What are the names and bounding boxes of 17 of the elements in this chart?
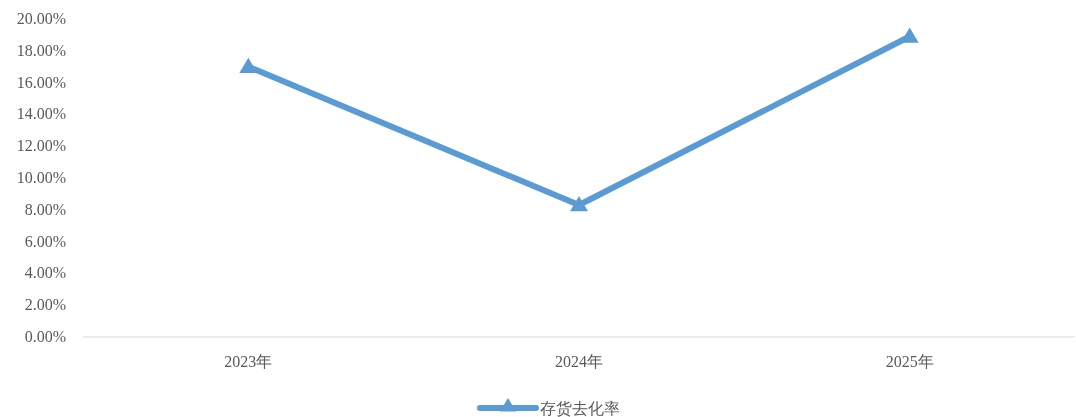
y-tick-label: 12.00% [16, 137, 66, 155]
y-tick-label: 0.00% [24, 328, 66, 345]
y-tick-label: 16.00% [16, 73, 66, 91]
x-tick-label: 2023年 [224, 353, 273, 370]
y-tick-label: 18.00% [16, 41, 66, 59]
legend-label: 存货去化率 [540, 400, 620, 417]
x-tick-label: 2025年 [885, 353, 934, 370]
point [570, 196, 588, 212]
y-tick-label: 20.00% [16, 10, 66, 27]
x-tick-label: 2024年 [555, 353, 603, 370]
y-tick-label: 14.00% [16, 105, 66, 123]
y-tick-label: 10.00% [16, 169, 66, 186]
point [239, 57, 258, 73]
y-tick-label: 2.00% [24, 296, 66, 314]
y-tick-label: 4.00% [24, 264, 66, 282]
y-tick-label: 6.00% [24, 232, 66, 250]
y-tick-label: 8.00% [24, 200, 66, 218]
